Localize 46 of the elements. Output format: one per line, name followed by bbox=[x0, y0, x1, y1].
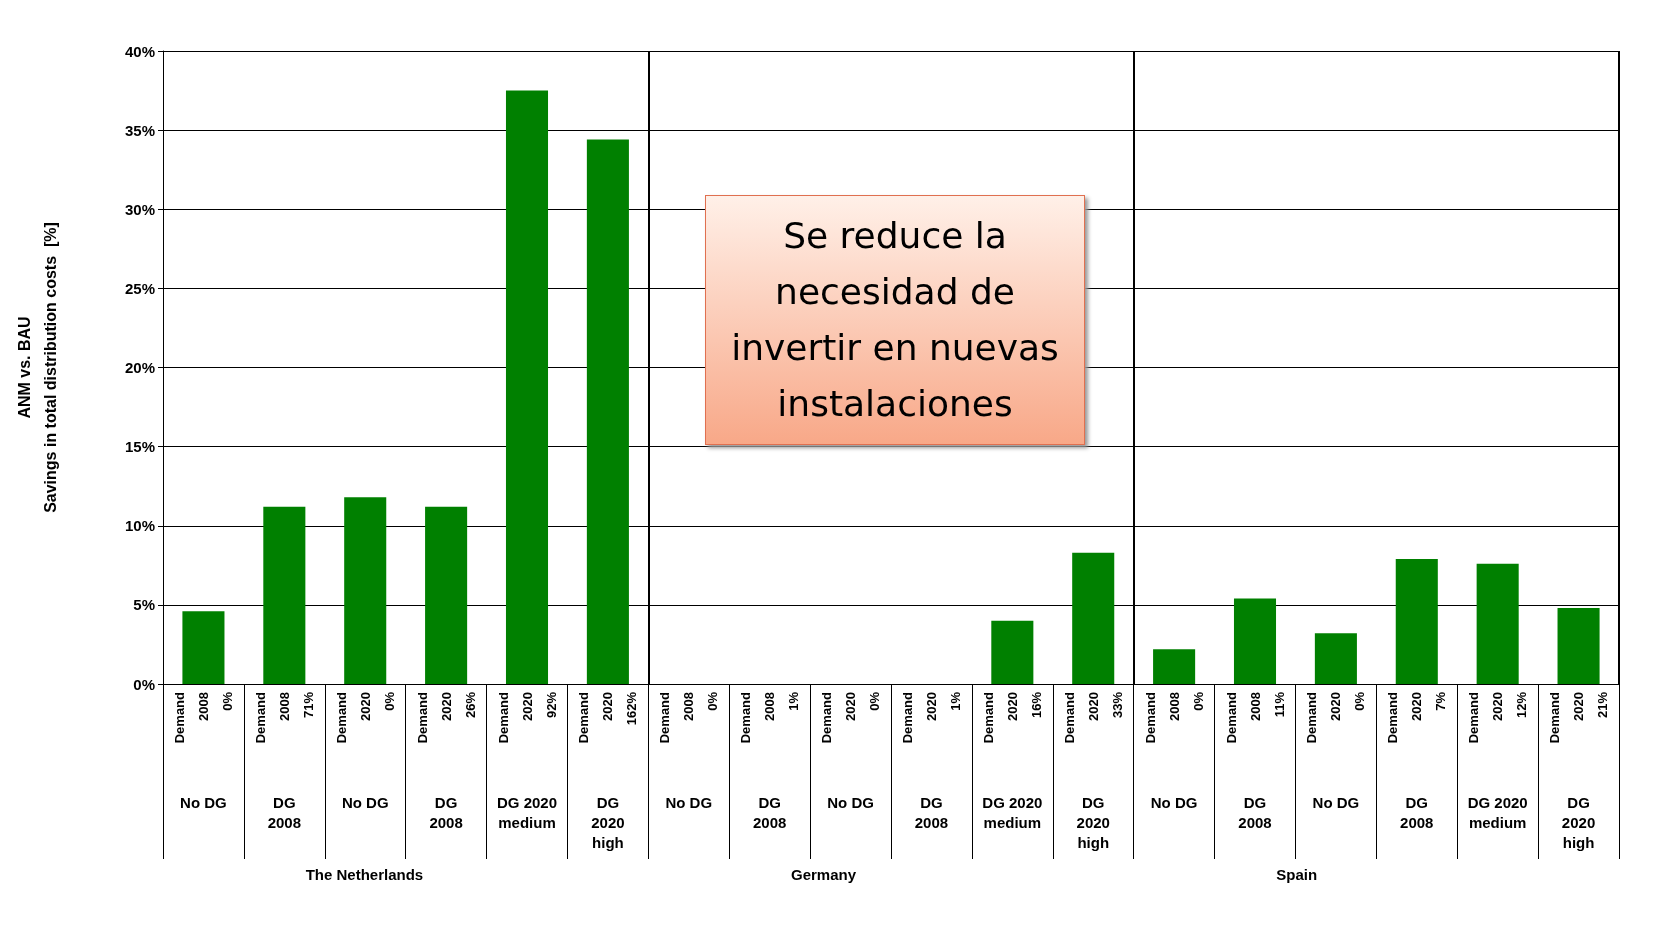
y-tick-label: 15% bbox=[124, 438, 155, 456]
bar bbox=[1233, 598, 1277, 684]
category-label: Demand 2020 26% DG 2008 bbox=[414, 692, 478, 831]
category-label: Demand 2020 92% DG 2020 medium bbox=[495, 692, 559, 831]
bar bbox=[1557, 608, 1600, 684]
category-label: Demand 2020 33% DG 2020 high bbox=[1061, 692, 1125, 851]
y-tick-label: 10% bbox=[124, 517, 155, 535]
category-label: Demand 2008 0% No DG bbox=[171, 692, 235, 811]
category-label: Demand 2008 0% No DG bbox=[1142, 692, 1206, 811]
bar bbox=[182, 611, 225, 684]
y-tick-label: 20% bbox=[124, 359, 155, 376]
category-label: Demand 2008 1% DG 2008 bbox=[738, 692, 802, 831]
bar bbox=[425, 506, 468, 684]
y-tick-label: 40% bbox=[124, 42, 155, 60]
y-tick-label: 5% bbox=[133, 596, 155, 614]
category-label: Demand 2008 11% DG 2008 bbox=[1223, 692, 1287, 831]
y-axis-title: ANM vs. BAU Savings in total distribution costs [%] bbox=[15, 222, 59, 513]
bar bbox=[1153, 649, 1196, 684]
category-label: Demand 2008 71% DG 2008 bbox=[252, 692, 316, 831]
category-label: Demand 2020 21% DG 2020 high bbox=[1547, 692, 1611, 851]
category-label: Demand 2008 0% No DG bbox=[657, 692, 721, 811]
category-label: Demand 2020 162% DG 2020 high bbox=[576, 692, 640, 851]
bar bbox=[1476, 563, 1519, 684]
y-tick-label: 30% bbox=[124, 200, 155, 218]
bar bbox=[1395, 558, 1438, 684]
y-tick-label: 25% bbox=[124, 279, 155, 297]
category-label: Demand 2020 0% No DG bbox=[333, 692, 397, 811]
y-tick-label: 0% bbox=[133, 675, 155, 693]
text: Germany bbox=[791, 866, 857, 883]
category-label: Demand 2020 12% DG 2020 medium bbox=[1466, 692, 1530, 831]
category-label: Demand 2020 0% No DG bbox=[819, 692, 883, 811]
category-label: Demand 2020 1% DG 2008 bbox=[899, 692, 963, 831]
bar bbox=[505, 90, 549, 684]
category-label: Demand 2020 0% No DG bbox=[1304, 692, 1368, 811]
bar bbox=[344, 497, 387, 684]
annotation: Se reduce la necesidad de invertir en nuevas instalaciones bbox=[705, 195, 1085, 445]
text: The Netherlands bbox=[305, 866, 424, 883]
text: Spain bbox=[1276, 866, 1318, 883]
bar bbox=[1072, 552, 1115, 684]
bar bbox=[263, 506, 306, 684]
bar bbox=[586, 139, 629, 684]
bar bbox=[991, 620, 1034, 684]
y-tick-label: 35% bbox=[124, 121, 155, 139]
bar bbox=[1314, 633, 1357, 684]
category-label: Demand 2020 7% DG 2008 bbox=[1385, 692, 1449, 831]
category-label: Demand 2020 16% DG 2020 medium bbox=[980, 692, 1044, 831]
